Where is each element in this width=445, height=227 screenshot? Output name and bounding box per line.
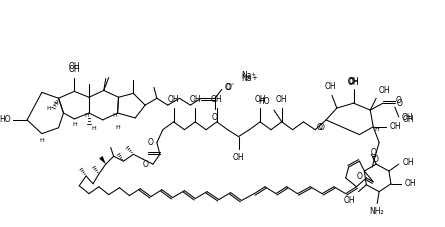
Text: O: O <box>372 155 378 164</box>
Text: O: O <box>356 173 362 181</box>
Text: O: O <box>142 160 148 169</box>
Text: H: H <box>113 114 117 118</box>
Text: ⁻: ⁻ <box>231 84 234 89</box>
Text: OH: OH <box>344 196 356 205</box>
Text: OH: OH <box>233 153 244 162</box>
Text: OH: OH <box>168 95 179 104</box>
Text: OH: OH <box>390 122 401 131</box>
Text: OH: OH <box>211 95 222 104</box>
Text: O: O <box>212 113 218 122</box>
Text: +: + <box>250 72 255 77</box>
Text: OH: OH <box>324 82 336 91</box>
Text: H: H <box>46 106 51 111</box>
Text: H: H <box>40 138 44 143</box>
Polygon shape <box>99 156 106 164</box>
Text: +: + <box>251 75 257 81</box>
Text: OH: OH <box>69 62 80 71</box>
Text: OH: OH <box>276 95 287 104</box>
Text: NH₂: NH₂ <box>369 207 384 216</box>
Text: H: H <box>91 126 96 131</box>
Text: H: H <box>116 125 120 130</box>
Text: O: O <box>348 77 355 86</box>
Text: H: H <box>54 101 59 106</box>
Text: O: O <box>225 83 231 92</box>
Text: O: O <box>397 99 403 108</box>
Text: Na: Na <box>242 71 252 80</box>
Text: OH: OH <box>69 65 80 74</box>
Text: H: H <box>374 127 379 132</box>
Text: O: O <box>396 96 402 105</box>
Text: Na: Na <box>242 74 252 83</box>
Text: O: O <box>148 138 154 147</box>
Text: ⁻: ⁻ <box>230 84 234 89</box>
Text: OH: OH <box>403 158 414 167</box>
Text: O: O <box>316 123 322 132</box>
Text: H: H <box>84 114 89 118</box>
Text: HO: HO <box>0 115 12 124</box>
Text: H: H <box>72 122 77 127</box>
Text: OH: OH <box>255 95 266 104</box>
Text: O: O <box>370 148 376 157</box>
Text: HO: HO <box>259 97 270 106</box>
Text: OH: OH <box>190 95 201 104</box>
Text: O: O <box>318 123 324 132</box>
Text: OH: OH <box>403 115 414 124</box>
Text: OH: OH <box>378 86 390 95</box>
Text: O: O <box>226 83 231 92</box>
Text: OH: OH <box>348 77 360 86</box>
Text: OH: OH <box>405 179 417 188</box>
Text: OH: OH <box>402 114 413 122</box>
Text: OH: OH <box>348 79 360 87</box>
